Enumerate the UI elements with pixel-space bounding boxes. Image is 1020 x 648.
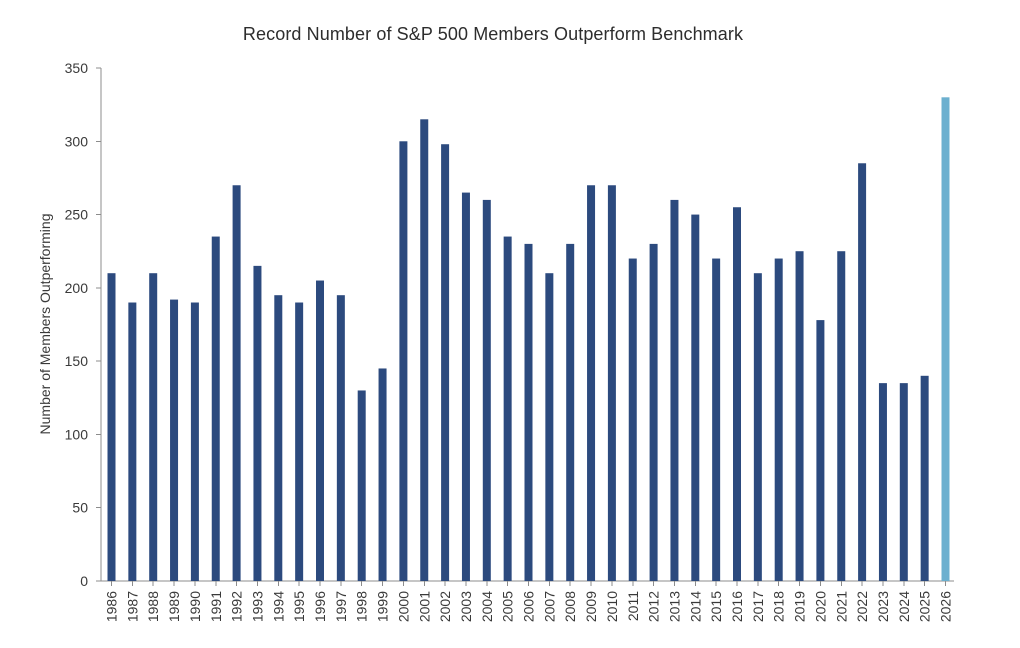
y-tick-label: 200 <box>65 280 89 296</box>
bar-2017 <box>753 273 762 581</box>
x-tick-label: 1986 <box>104 591 120 622</box>
bar-1989 <box>170 299 179 581</box>
x-tick-label: 1989 <box>166 591 182 622</box>
x-tick-label: 2018 <box>771 591 787 622</box>
y-tick-label: 350 <box>65 60 89 76</box>
x-tick-label: 2021 <box>833 591 849 622</box>
bar-2020 <box>816 320 825 581</box>
x-tick-label: 2010 <box>604 591 620 622</box>
x-tick-label: 2005 <box>500 591 516 622</box>
y-tick-label: 150 <box>65 353 89 369</box>
bar-1991 <box>211 236 220 581</box>
bar-1987 <box>128 302 137 581</box>
x-tick-label: 1987 <box>124 591 140 622</box>
y-tick-label: 250 <box>65 207 89 223</box>
bar-2021 <box>837 251 846 581</box>
bar-1986 <box>107 273 116 581</box>
bar-2010 <box>607 185 616 581</box>
bar-1996 <box>316 280 324 581</box>
x-tick-label: 2014 <box>687 591 703 622</box>
x-axis: 1986 1987 1988 1989 1990 1991 1992 1993 1994 1995… <box>101 580 954 622</box>
bar-2006 <box>524 243 533 581</box>
bar-2012 <box>649 243 658 581</box>
x-tick-label: 2009 <box>583 591 599 622</box>
bar-2016 <box>733 207 741 582</box>
x-tick-label: 2007 <box>541 591 557 622</box>
bar-2024 <box>899 383 908 581</box>
bar-1990 <box>190 302 199 581</box>
bar-1995 <box>295 302 304 581</box>
x-tick-label: 2012 <box>646 591 662 622</box>
x-tick-label: 2011 <box>625 591 641 621</box>
bar-2011 <box>628 258 637 581</box>
bar-2005 <box>503 236 512 581</box>
y-axis-title: Number of Members Outperforming <box>37 214 53 435</box>
x-tick-label: 2004 <box>479 591 495 622</box>
x-tick-label: 1992 <box>229 591 245 622</box>
x-tick-label: 1998 <box>354 591 370 622</box>
x-tick-label: 2001 <box>416 591 432 622</box>
bar-2002 <box>441 144 450 581</box>
x-tick-label: 1990 <box>187 591 203 622</box>
x-tick-label: 2023 <box>875 591 891 622</box>
bar-2019 <box>795 251 804 581</box>
bar-2013 <box>670 199 679 581</box>
bar-2007 <box>545 273 554 581</box>
x-tick-label: 2000 <box>395 591 411 622</box>
x-tick-label: 2003 <box>458 591 474 622</box>
x-tick-label: 1995 <box>291 591 307 622</box>
x-tick-label: 2017 <box>750 591 766 622</box>
bar-1998 <box>357 390 366 581</box>
x-tick-label: 2015 <box>708 591 724 622</box>
bar-2015 <box>712 258 721 581</box>
bar-2026 <box>941 97 950 581</box>
bar-2023 <box>878 383 887 581</box>
x-tick-label: 1993 <box>249 591 265 622</box>
bar-1993 <box>253 265 262 581</box>
x-tick-label: 1996 <box>312 591 328 622</box>
x-tick-label: 1988 <box>145 591 161 622</box>
bar-1999 <box>378 368 387 581</box>
bar-2003 <box>461 192 470 581</box>
bar-2018 <box>774 258 783 581</box>
x-tick-label: 2002 <box>437 591 453 622</box>
y-axis: 0 50 100 150 200 250 300 350 <box>65 60 102 589</box>
y-tick-label: 50 <box>72 500 88 516</box>
bar-2022 <box>858 163 867 581</box>
bar-2009 <box>587 185 596 581</box>
x-tick-label: 1991 <box>208 591 224 622</box>
y-tick-label: 100 <box>65 426 89 442</box>
x-tick-label: 1999 <box>375 591 391 622</box>
x-tick-label: 2025 <box>917 591 933 622</box>
bar-1994 <box>274 295 283 581</box>
bar-2008 <box>566 243 575 581</box>
bar-2001 <box>420 119 429 582</box>
bar-2004 <box>482 199 491 581</box>
x-tick-label: 1994 <box>270 591 286 622</box>
bar-1997 <box>336 295 345 581</box>
x-tick-label: 2026 <box>938 591 954 622</box>
x-tick-label: 2008 <box>562 591 578 622</box>
x-tick-label: 1997 <box>333 591 349 622</box>
bar-1992 <box>232 185 241 581</box>
x-tick-label: 2024 <box>896 591 912 622</box>
x-tick-label: 2006 <box>521 591 537 622</box>
chart-title: Record Number of S&P 500 Members Outperf… <box>242 24 744 44</box>
y-tick-label: 0 <box>80 573 88 589</box>
bar-2025 <box>920 375 929 581</box>
bar-2000 <box>399 141 408 582</box>
bars <box>107 97 950 582</box>
y-tick-label: 300 <box>65 133 89 149</box>
x-tick-label: 2013 <box>666 591 682 622</box>
x-tick-label: 2016 <box>729 591 745 622</box>
x-tick-label: 2019 <box>792 591 808 622</box>
bar-1988 <box>149 273 158 581</box>
x-tick-label: 2022 <box>854 591 870 622</box>
bar-2014 <box>691 214 700 581</box>
x-tick-label: 2020 <box>812 591 828 622</box>
